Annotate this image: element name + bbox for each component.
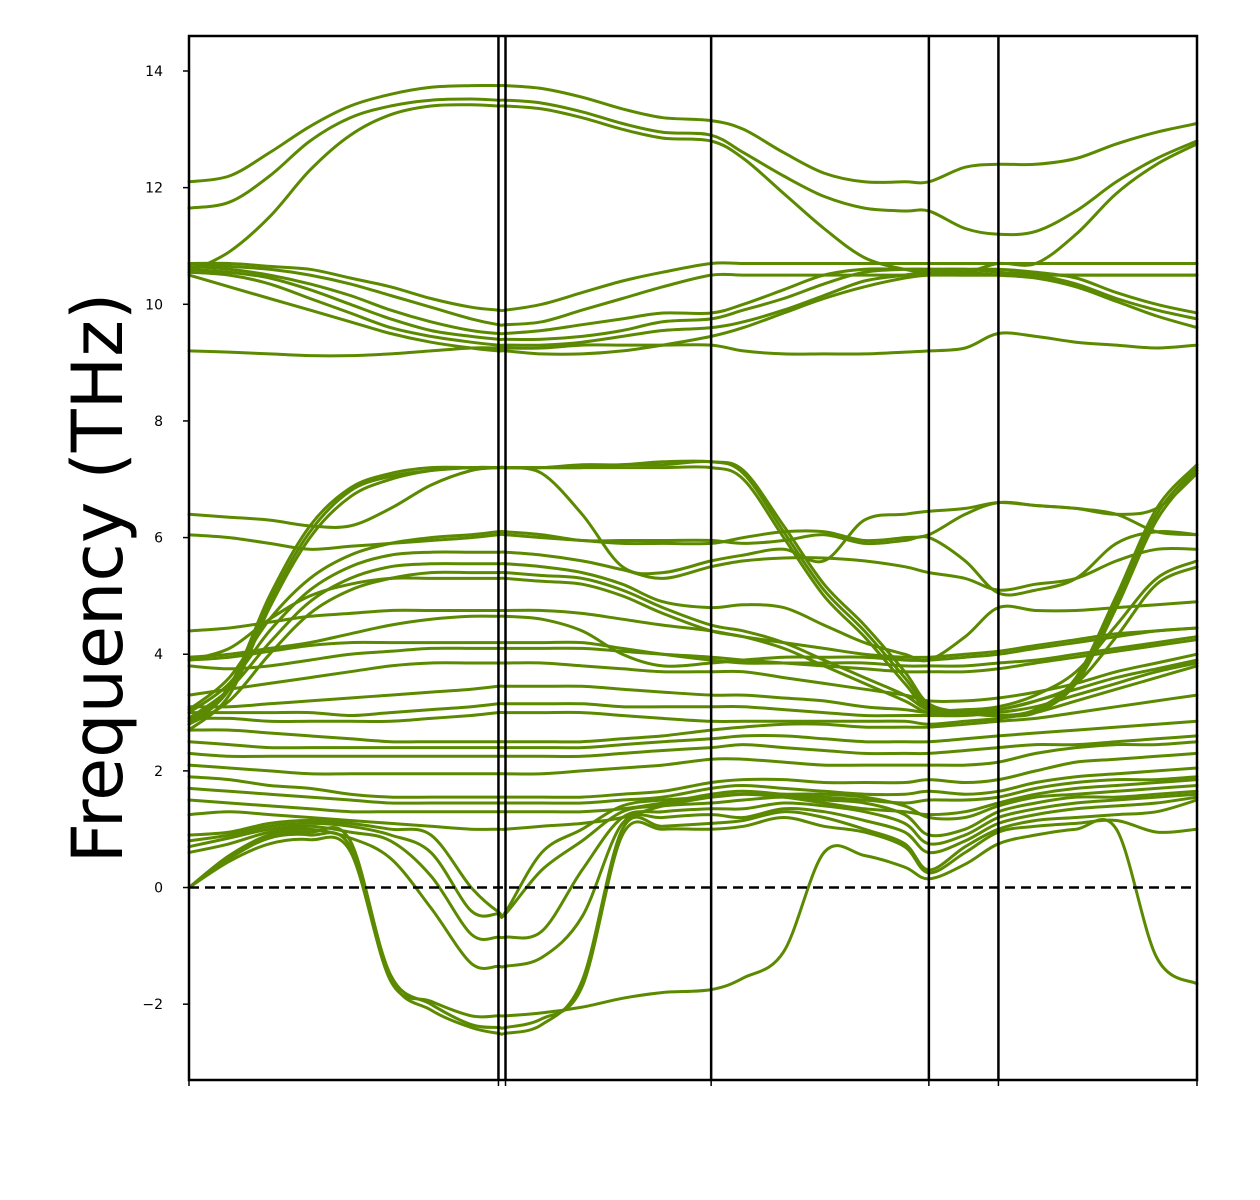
y-tick-label: 2 bbox=[154, 764, 163, 780]
band-line-38 bbox=[187, 264, 1199, 336]
band-line-26 bbox=[187, 562, 1199, 720]
band-line-5 bbox=[187, 792, 1199, 941]
band-line-10 bbox=[187, 766, 1199, 805]
band-line-27 bbox=[187, 546, 1199, 715]
band-line-19 bbox=[187, 652, 1199, 703]
band-line-24 bbox=[187, 565, 1199, 716]
band-line-13 bbox=[187, 734, 1199, 759]
y-tick-label: 4 bbox=[154, 647, 163, 663]
band-line-3 bbox=[187, 798, 1199, 1036]
segment-dividers bbox=[497, 36, 1000, 1080]
band-line-28 bbox=[187, 529, 1199, 712]
band-line-11 bbox=[187, 751, 1199, 799]
band-line-12 bbox=[187, 740, 1199, 776]
band-line-4 bbox=[187, 795, 1199, 970]
band-line-42 bbox=[187, 97, 1199, 237]
band-line-9 bbox=[187, 775, 1199, 814]
band-line-31 bbox=[187, 465, 1199, 732]
band-line-22 bbox=[187, 614, 1199, 668]
band-line-8 bbox=[187, 778, 1199, 831]
band-line-43 bbox=[187, 83, 1199, 185]
band-line-6 bbox=[187, 789, 1199, 919]
y-tick-label: 14 bbox=[145, 64, 163, 80]
y-axis-ticks: −2 0 2 4 6 8 10 12 14 bbox=[142, 64, 189, 1013]
band-line-39 bbox=[187, 262, 1199, 327]
band-line-15 bbox=[187, 693, 1199, 744]
band-line-25 bbox=[187, 559, 1199, 726]
band-line-40 bbox=[187, 261, 1199, 313]
band-line-20 bbox=[187, 638, 1199, 674]
y-tick-label: 6 bbox=[154, 531, 163, 547]
y-tick-label: 0 bbox=[154, 881, 163, 897]
band-line-23 bbox=[187, 608, 1199, 659]
band-line-37 bbox=[187, 267, 1199, 342]
band-line-33 bbox=[187, 459, 1199, 723]
y-tick-label: 10 bbox=[145, 297, 163, 313]
band-line-17 bbox=[187, 661, 1199, 718]
y-tick-label: 8 bbox=[154, 414, 163, 430]
band-line-21 bbox=[187, 635, 1199, 668]
band-line-2 bbox=[187, 816, 1199, 1030]
y-tick-label: 12 bbox=[145, 181, 163, 197]
band-line-34 bbox=[187, 331, 1199, 358]
band-line-14 bbox=[187, 719, 1199, 750]
band-line-30 bbox=[187, 465, 1199, 576]
y-axis-label: Frequency (THz) bbox=[57, 293, 139, 864]
plot-frame bbox=[187, 34, 1199, 1082]
band-lines bbox=[187, 83, 1199, 1036]
band-line-32 bbox=[187, 459, 1199, 726]
band-line-1 bbox=[187, 818, 1199, 1019]
y-tick-label: −2 bbox=[142, 997, 163, 1013]
band-line-41 bbox=[187, 103, 1199, 275]
